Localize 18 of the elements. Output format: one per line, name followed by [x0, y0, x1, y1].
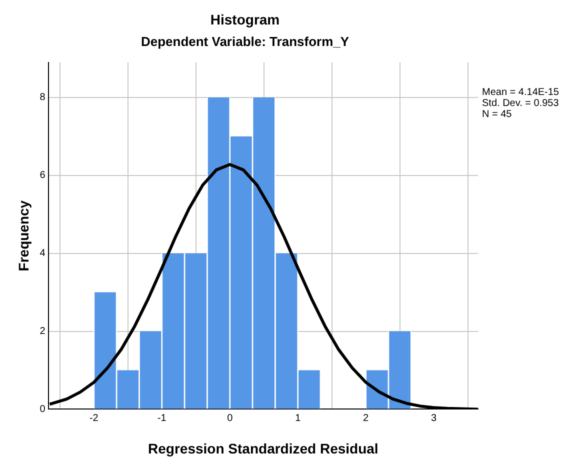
- y-tick-label: 2: [40, 326, 46, 338]
- text: Std. Dev. = 0.953: [482, 98, 560, 110]
- chart-subtitle: Dependent Variable: Transform_Y: [140, 34, 350, 50]
- y-tick-label: 0: [40, 404, 46, 415]
- x-tick-label: -2: [89, 412, 99, 424]
- y-tick-label: 8: [40, 92, 46, 104]
- y-axis-title: Frequency: [15, 200, 32, 272]
- x-tick-label: 0: [227, 412, 234, 424]
- x-tick-label: 2: [363, 412, 370, 424]
- y-tick-label: 4: [40, 248, 46, 260]
- x-axis-title: Regression Standardized Residual: [148, 440, 378, 456]
- chart-title: Histogram: [210, 11, 280, 28]
- x-tick-label: 1: [295, 412, 302, 424]
- x-tick-label: 3: [431, 412, 438, 424]
- x-tick-label: -1: [157, 412, 167, 424]
- text: N = 45: [482, 109, 512, 120]
- text: Mean = 4.14E-15: [482, 87, 560, 98]
- y-tick-label: 6: [40, 170, 46, 182]
